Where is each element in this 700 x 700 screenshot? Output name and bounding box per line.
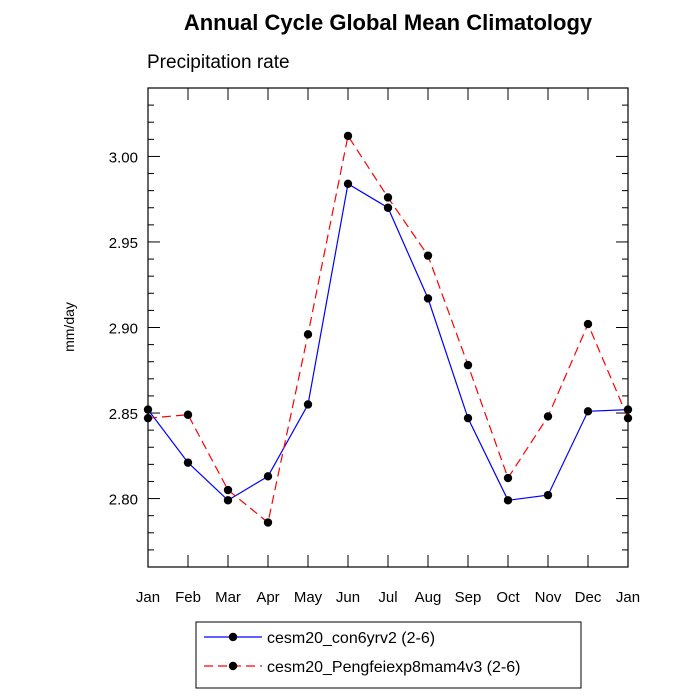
series-1-point (423, 294, 433, 303)
axes-layer: 2.80 2.85 2.90 2.95 3.00 Jan Feb Mar Apr May Jun Ju… (109, 87, 640, 606)
x-tick-label: May (294, 589, 323, 606)
x-tick-label: Apr (256, 589, 279, 606)
chart-title: Annual Cycle Global Mean Climatology (184, 10, 593, 35)
series-1-point (463, 413, 473, 423)
series-2-point (303, 330, 313, 339)
y-axis-label: mm/day (61, 302, 77, 352)
x-tick-label: Jan (136, 589, 160, 606)
x-tick-label: Feb (175, 589, 201, 606)
series-1-point (383, 203, 393, 212)
series-2-point (223, 485, 233, 495)
legend-label-2: cesm20_Pengfeiexp8mam4v3 (2-6) (267, 659, 520, 676)
series-2-point (463, 360, 473, 370)
series-1-point (223, 496, 233, 505)
series-2-point (623, 413, 633, 423)
legend: cesm20_con6yrv2 (2-6) cesm20_Pengfeiexp8m… (204, 630, 520, 676)
series-2-point (143, 413, 153, 423)
series-1-point (543, 490, 553, 500)
legend-label-1: cesm20_con6yrv2 (2-6) (267, 630, 435, 647)
series-2-point (183, 410, 193, 419)
series-1-point (263, 472, 273, 481)
chart-subtitle: Precipitation rate (147, 52, 290, 73)
legend-marker-2 (228, 661, 238, 671)
plot-area (147, 87, 629, 568)
x-tick-label: Sep (455, 589, 482, 606)
series-1-point (583, 407, 593, 416)
series-2-point (423, 251, 433, 260)
x-tick-label: Mar (215, 589, 241, 606)
x-tick-label: Dec (575, 589, 602, 606)
series-2-point (503, 473, 513, 483)
series-1-point (503, 496, 513, 505)
x-tick-label: Jan (616, 589, 640, 606)
series-2-point (263, 518, 273, 527)
legend-box (195, 621, 582, 689)
y-tick-label: 2.80 (109, 492, 138, 509)
series-2-point (343, 131, 353, 141)
x-tick-label: Oct (496, 589, 520, 606)
x-tick-label: Aug (415, 589, 442, 606)
series-2-point (383, 193, 393, 202)
series-1-point (183, 458, 193, 467)
series-2-point (583, 319, 593, 329)
y-tick-label: 2.90 (109, 321, 138, 338)
x-tick-label: Jul (378, 589, 397, 606)
series-1-point (623, 405, 633, 414)
series-1-point (143, 405, 153, 414)
series-line-1 (147, 182, 629, 502)
x-tick-label: Jun (336, 589, 360, 606)
y-tick-label: 2.95 (109, 235, 138, 252)
y-tick-label: 2.85 (109, 406, 138, 423)
legend-marker-1 (228, 632, 238, 642)
series-2-point (543, 412, 553, 421)
y-tick-label: 3.00 (109, 149, 138, 166)
series-layer (143, 131, 633, 527)
series-1-point (343, 179, 353, 188)
series-1-point (303, 400, 313, 409)
x-tick-label: Nov (535, 589, 562, 606)
